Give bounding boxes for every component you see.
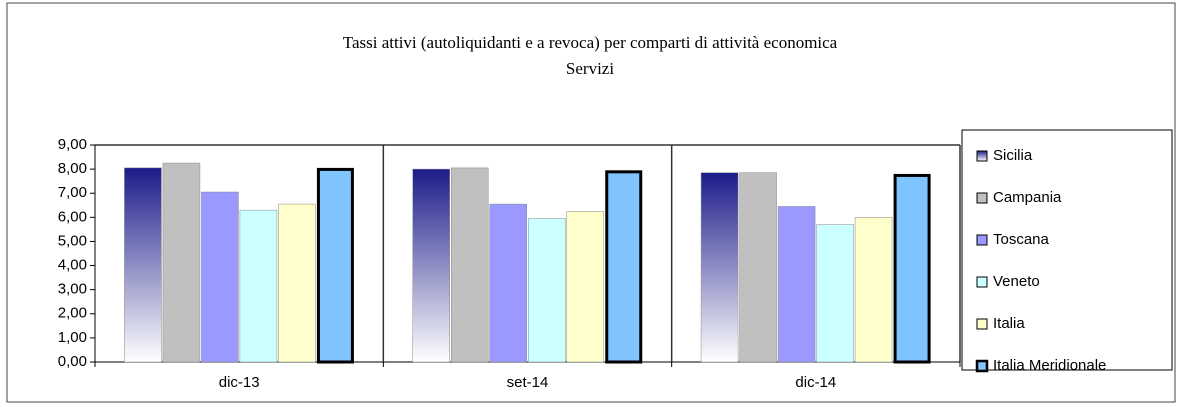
- bar: [412, 168, 450, 363]
- legend-swatch: [976, 150, 988, 162]
- legend-label: Campania: [993, 189, 1062, 206]
- x-tick-label: dic-13: [219, 374, 260, 391]
- bar: [777, 206, 816, 363]
- plot-area: [95, 145, 960, 362]
- legend-swatch: [976, 234, 988, 246]
- y-tick-label: 2,00: [58, 305, 87, 322]
- bar: [316, 167, 354, 364]
- bar: [739, 172, 777, 363]
- y-tick-label: 8,00: [58, 160, 87, 177]
- bar: [201, 191, 239, 363]
- legend-label: Italia Meridionale: [993, 357, 1106, 374]
- x-tick-label: dic-14: [795, 374, 836, 391]
- bar: [124, 167, 162, 363]
- bar: [816, 224, 854, 363]
- bar: [566, 211, 604, 363]
- y-tick-label: 7,00: [58, 184, 87, 201]
- chart-subtitle: Servizi: [566, 59, 614, 78]
- y-tick-label: 0,00: [58, 353, 87, 370]
- legend-label: Sicilia: [993, 147, 1033, 164]
- y-tick-label: 1,00: [58, 329, 87, 346]
- bar: [854, 217, 893, 363]
- y-tick-label: 5,00: [58, 232, 87, 249]
- bar: [451, 167, 489, 363]
- legend-swatch: [975, 359, 989, 373]
- bar: [239, 209, 278, 363]
- y-tick-label: 6,00: [58, 208, 87, 225]
- y-tick-label: 3,00: [58, 281, 87, 298]
- y-tick-label: 9,00: [58, 136, 87, 153]
- bar: [700, 172, 739, 363]
- legend-swatch: [976, 318, 988, 330]
- legend-swatch: [976, 192, 988, 204]
- bar: [278, 203, 316, 363]
- legend-label: Toscana: [993, 231, 1050, 248]
- legend-swatch: [976, 276, 988, 288]
- x-tick-label: set-14: [507, 374, 549, 391]
- legend-box: [961, 129, 1173, 371]
- legend-label: Veneto: [993, 273, 1040, 290]
- y-tick-label: 4,00: [58, 257, 87, 274]
- chart-title: Tassi attivi (autoliquidanti e a revoca)…: [343, 33, 838, 52]
- bar: [162, 162, 201, 363]
- bar: [489, 203, 527, 363]
- bar: [528, 218, 566, 363]
- bar: [605, 170, 643, 364]
- legend-label: Italia: [993, 315, 1025, 332]
- bar: [893, 173, 931, 364]
